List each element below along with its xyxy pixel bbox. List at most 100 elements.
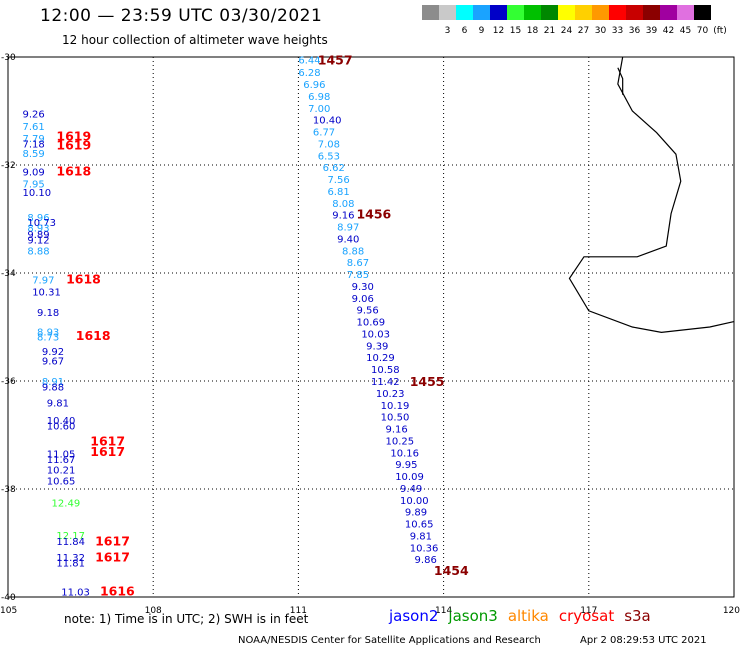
- wave-height-value: 9.39: [366, 341, 388, 352]
- legend-altika: altika: [507, 607, 549, 625]
- wave-height-value: 9.81: [47, 399, 69, 410]
- pass-time-label: 1617: [95, 533, 130, 548]
- wave-height-value: 7.97: [32, 275, 54, 286]
- wave-height-value: 12.17: [56, 531, 85, 542]
- wave-height-value: 10.21: [47, 466, 76, 477]
- scale-swatch: [490, 5, 507, 20]
- wave-height-value: 10.50: [381, 413, 410, 424]
- legend-jason3: jason3: [448, 607, 498, 625]
- pass-time-label: 1455: [410, 374, 445, 389]
- wave-height-value: 10.25: [386, 436, 415, 447]
- wave-height-value: 10.40: [47, 416, 76, 427]
- wave-height-value: 9.56: [356, 306, 378, 317]
- wave-height-value: 8.59: [23, 149, 45, 160]
- pass-time-label: 1618: [76, 328, 111, 343]
- wave-height-value: 9.81: [410, 531, 432, 542]
- wave-height-value: 9.88: [42, 382, 64, 393]
- credit-text: NOAA/NESDIS Center for Satellite Applica…: [238, 635, 541, 646]
- wave-height-value: 9.89: [405, 508, 427, 519]
- wave-height-value: 6.62: [323, 163, 345, 174]
- lat-tick-label: -36: [1, 377, 16, 387]
- page-subtitle: 12 hour collection of altimeter wave hei…: [62, 33, 328, 47]
- wave-height-value: 9.26: [23, 110, 45, 121]
- lat-tick-label: -34: [1, 269, 16, 279]
- wave-height-value: 10.10: [23, 188, 52, 199]
- wave-height-value: 11.32: [56, 553, 85, 564]
- wave-height-value: 10.03: [361, 329, 390, 340]
- wave-height-value: 10.69: [356, 318, 385, 329]
- scale-label: 12: [492, 26, 505, 36]
- lat-tick-label: -38: [1, 485, 16, 495]
- wave-height-value: 6.77: [313, 128, 335, 139]
- scale-label: 39: [645, 26, 658, 36]
- scale-swatch: [626, 5, 643, 20]
- lon-tick-label: 111: [290, 606, 307, 616]
- pass-time-label: 1619: [56, 137, 91, 152]
- lon-tick-label: 120: [723, 606, 740, 616]
- lon-tick-label: 114: [435, 606, 452, 616]
- pass-time-label: 1618: [56, 163, 91, 178]
- pass-time-label: 1454: [434, 563, 469, 578]
- wave-height-value: 8.93: [37, 327, 59, 338]
- wave-height-value: 10.60: [47, 421, 76, 432]
- wave-height-value: 9.06: [352, 294, 374, 305]
- lat-tick-label: -40: [1, 593, 16, 603]
- wave-height-value: 9.40: [337, 234, 359, 245]
- wave-height-value: 10.65: [47, 476, 76, 487]
- wave-height-value: 6.53: [318, 151, 340, 162]
- wave-height-value: 9.30: [352, 282, 374, 293]
- lat-tick-label: -32: [1, 161, 16, 171]
- wave-height-value: 7.00: [308, 104, 330, 115]
- generated-timestamp: Apr 2 08:29:53 UTC 2021: [580, 635, 707, 646]
- wave-height-value: 9.89: [27, 230, 49, 241]
- wave-height-value: 6.98: [308, 92, 330, 103]
- wave-height-value: 6.44: [298, 56, 320, 67]
- scale-label: 3: [444, 26, 451, 36]
- page-title: 12:00 — 23:59 UTC 03/30/2021: [40, 6, 323, 26]
- lat-tick-label: -30: [1, 53, 16, 63]
- wave-height-value: 9.09: [23, 167, 45, 178]
- scale-swatch: [660, 5, 677, 20]
- wave-height-value: 10.23: [376, 389, 405, 400]
- scale-swatch: [643, 5, 660, 20]
- wave-height-value: 10.16: [390, 448, 419, 459]
- island-outline: [617, 67, 624, 95]
- wave-height-value: 9.16: [332, 211, 354, 222]
- wave-height-value: 11.84: [56, 537, 85, 548]
- wave-height-value: 7.18: [23, 139, 45, 150]
- pass-time-label: 1457: [318, 53, 353, 68]
- scale-swatch: [439, 5, 456, 20]
- wave-height-value: 10.31: [32, 287, 61, 298]
- scale-label: 42: [662, 26, 675, 36]
- wave-height-value: 8.67: [347, 258, 369, 269]
- wave-height-value: 10.00: [400, 496, 429, 507]
- wave-height-value: 6.81: [327, 187, 349, 198]
- wave-height-value: 10.36: [410, 543, 439, 554]
- lon-tick-label: 105: [0, 606, 17, 616]
- scale-unit: (ft): [713, 26, 727, 36]
- scale-swatch: [473, 5, 490, 20]
- pass-time-label: 1617: [95, 550, 130, 565]
- wave-height-value: 9.12: [27, 236, 49, 247]
- wave-height-value: 10.29: [366, 353, 395, 364]
- wave-height-value: 7.85: [347, 270, 369, 281]
- wave-height-value: 11.81: [56, 558, 85, 569]
- scale-label: 45: [679, 26, 692, 36]
- scale-label: 6: [461, 26, 468, 36]
- wave-height-value: 10.19: [381, 401, 410, 412]
- wave-height-value: 10.40: [313, 116, 342, 127]
- scale-label: 9: [478, 26, 485, 36]
- wave-height-value: 8.88: [27, 246, 49, 257]
- lon-tick-label: 117: [580, 606, 597, 616]
- wave-height-value: 8.73: [37, 333, 59, 344]
- scale-swatch: [524, 5, 541, 20]
- wave-height-value: 9.95: [395, 460, 417, 471]
- wave-height-value: 8.08: [332, 199, 354, 210]
- wave-height-value: 10.09: [395, 472, 424, 483]
- wave-height-value: 9.86: [415, 555, 437, 566]
- wave-height-value: 9.92: [42, 347, 64, 358]
- scale-swatch: [609, 5, 626, 20]
- scale-swatch: [456, 5, 473, 20]
- wave-height-value: 11.05: [47, 449, 76, 460]
- scale-label: 21: [543, 26, 556, 36]
